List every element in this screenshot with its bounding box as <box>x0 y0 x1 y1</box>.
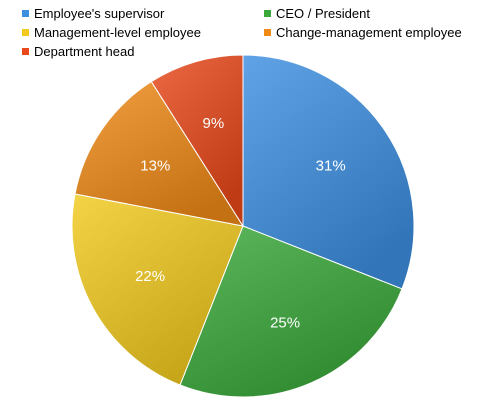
legend: Employee's supervisor CEO / President Mana… <box>22 6 462 59</box>
slice-label-management-level-employee: 22% <box>135 268 165 285</box>
slice-employee-s-supervisor <box>242 54 415 290</box>
slice-labels: 31% 25% 22% 13% 9% <box>135 115 346 331</box>
legend-label-change-management-employee: Change-management employee <box>276 25 462 40</box>
legend-label-ceo-president: CEO / President <box>276 6 370 21</box>
slice-department-head <box>150 54 244 228</box>
legend-label-department-head: Department head <box>34 44 134 59</box>
legend-label-employee-s-supervisor: Employee's supervisor <box>34 6 165 21</box>
legend-label-management-level-employee: Management-level employee <box>34 25 201 40</box>
slice-label-change-management-employee: 13% <box>140 157 170 174</box>
legend-swatch-change-management-employee <box>264 29 271 36</box>
slice-management-level-employee <box>71 193 244 386</box>
legend-swatch-department-head <box>22 48 29 55</box>
slice-label-employee-s-supervisor: 31% <box>316 157 346 174</box>
slice-label-ceo-president: 25% <box>270 314 300 331</box>
legend-swatch-ceo-president <box>264 10 271 17</box>
pie-slices <box>71 54 415 398</box>
legend-swatch-employee-s-supervisor <box>22 10 29 17</box>
slice-label-department-head: 9% <box>203 115 225 132</box>
slice-ceo-president <box>179 225 403 398</box>
legend-swatch-management-level-employee <box>22 29 29 36</box>
slice-change-management-employee <box>74 80 245 227</box>
